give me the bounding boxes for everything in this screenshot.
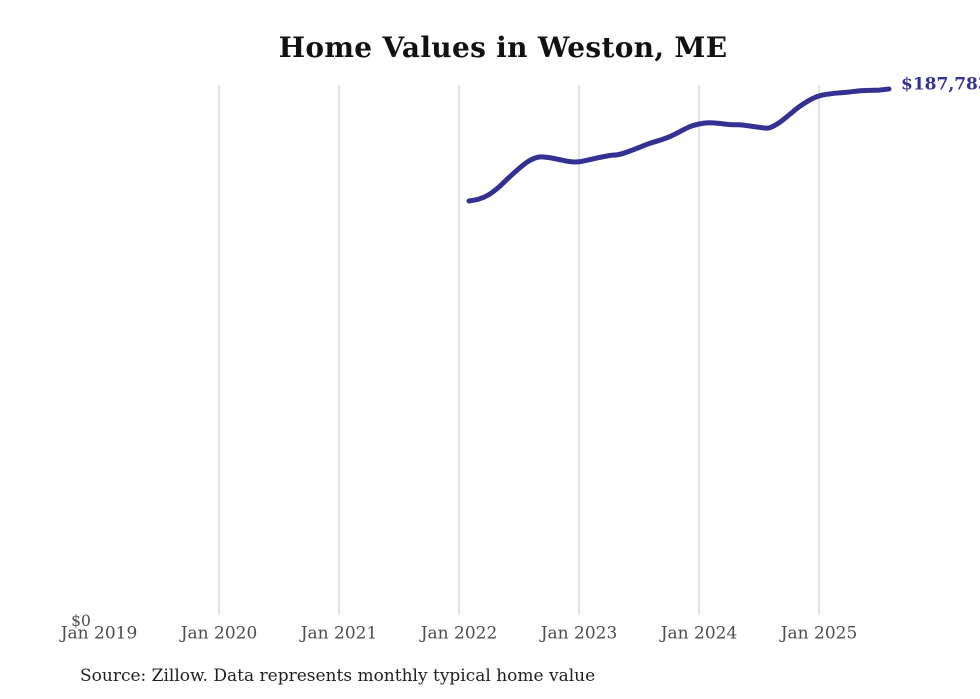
x-tick-label: Jan 2022: [419, 624, 498, 644]
x-tick-label: Jan 2019: [59, 624, 138, 644]
x-axis-tick-labels: Jan 2019 Jan 2020 Jan 2021 Jan 2022 Jan 2023…: [59, 624, 858, 644]
y-axis-zero-label: $0: [71, 612, 91, 630]
x-tick-label: Jan 2020: [179, 624, 258, 644]
x-tick-label: Jan 2023: [539, 624, 618, 644]
year-gridlines: [218, 85, 820, 615]
chart-title: Home Values in Weston, ME: [278, 31, 728, 64]
home-value-line: [466, 86, 892, 204]
source-note: Source: Zillow. Data represents monthly …: [80, 666, 596, 686]
latest-value-label: $187,783: [901, 75, 980, 95]
x-tick-label: Jan 2021: [299, 624, 378, 644]
x-tick-label: Jan 2025: [779, 624, 858, 644]
x-tick-label: Jan 2024: [659, 624, 738, 644]
